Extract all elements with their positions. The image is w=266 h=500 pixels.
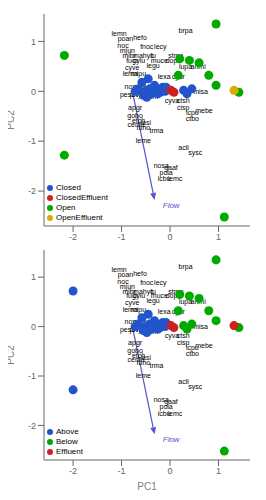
svg-text:cisp: cisp (176, 103, 190, 111)
svg-text:hefo: hefo (133, 270, 147, 277)
svg-text:misa: misa (193, 87, 208, 95)
svg-text:icbu: icbu (157, 409, 171, 417)
svg-text:fnoc: fnoc (140, 43, 154, 50)
svg-text:acli: acli (178, 143, 189, 151)
svg-text:lemc: lemc (167, 175, 182, 182)
svg-text:cyve: cyve (125, 299, 140, 307)
svg-text:apgr: apgr (128, 339, 143, 347)
html-text:Above: Above (56, 427, 79, 436)
svg-text:ctbo: ctbo (186, 350, 199, 357)
svg-text:anmi: anmi (190, 298, 206, 306)
svg-text:mipu: mipu (131, 70, 146, 78)
svg-text:misa: misa (193, 323, 208, 331)
svg-text:0: 0 (31, 322, 36, 332)
svg-text:1: 1 (31, 37, 36, 47)
svg-text:Flow: Flow (163, 201, 181, 210)
svg-text:cyar: cyar (171, 308, 185, 316)
svg-text:hefo: hefo (133, 34, 147, 41)
svg-text:noc: noc (117, 277, 129, 285)
svg-text:PC2: PC2 (8, 110, 16, 130)
svg-text:pesc: pesc (120, 326, 135, 334)
svg-text:lexa: lexa (158, 308, 171, 315)
svg-text:gaaf: gaaf (164, 163, 178, 171)
svg-text:0: 0 (168, 232, 173, 242)
html-text:Open: Open (56, 203, 76, 212)
svg-text:lexa: lexa (158, 73, 171, 80)
svg-text:nosa: nosa (153, 161, 169, 169)
svg-text:cyve: cyve (125, 63, 140, 71)
svg-text:funo: funo (137, 124, 151, 131)
svg-text:brpa: brpa (179, 27, 193, 35)
svg-text:sysc: sysc (188, 149, 203, 157)
svg-text:ctsh: ctsh (176, 96, 190, 104)
svg-text:lemc: lemc (167, 410, 182, 417)
svg-text:cisp: cisp (176, 338, 190, 346)
svg-text:pesc: pesc (120, 90, 135, 98)
svg-text:fu: fu (150, 287, 156, 295)
svg-text:pola: pola (159, 168, 173, 176)
svg-text:lemn: lemn (111, 30, 127, 38)
svg-text:brpa: brpa (179, 263, 193, 271)
svg-text:pola: pola (159, 403, 173, 411)
svg-text:poan: poan (117, 271, 134, 279)
svg-text:acli: acli (178, 378, 189, 386)
svg-text:lemn: lemn (111, 266, 127, 274)
svg-text:dope: dope (165, 56, 182, 64)
svg-text:cylu: cylu (132, 292, 146, 300)
svg-text:leme: leme (136, 372, 151, 379)
html-text:Below: Below (56, 437, 78, 446)
svg-text:funo: funo (137, 359, 151, 366)
svg-text:PC2: PC2 (8, 345, 16, 365)
svg-text:lupa: lupa (178, 298, 193, 306)
svg-text:cyar: cyar (171, 72, 185, 80)
svg-text:0: 0 (31, 87, 36, 97)
html-text:Closed: Closed (56, 183, 81, 192)
svg-text:1: 1 (216, 232, 221, 242)
svg-text:apgr: apgr (128, 104, 143, 112)
svg-text:PC1: PC1 (137, 481, 157, 490)
svg-text:trma: trma (149, 362, 163, 369)
svg-text:mebe: mebe (195, 107, 213, 114)
svg-text:-2: -2 (28, 186, 36, 196)
svg-text:lecy: lecy (154, 279, 167, 287)
svg-text:icbu: icbu (157, 175, 171, 183)
svg-text:-1: -1 (118, 466, 126, 476)
svg-text:1: 1 (216, 466, 221, 476)
svg-text:noc: noc (117, 41, 129, 49)
html-text:ClosedEffluent: ClosedEffluent (56, 193, 108, 202)
html-text:Effluent: Effluent (56, 447, 83, 456)
svg-text:-2: -2 (69, 232, 77, 242)
svg-text:poan: poan (117, 35, 134, 43)
svg-text:cyva: cyva (164, 96, 180, 104)
svg-text:-1: -1 (118, 232, 126, 242)
svg-text:anmi: anmi (190, 62, 206, 70)
svg-text:ctbo: ctbo (186, 115, 199, 122)
svg-text:0: 0 (168, 466, 173, 476)
svg-text:fu: fu (150, 51, 156, 59)
svg-text:1: 1 (31, 272, 36, 282)
svg-text:lecy: lecy (154, 43, 167, 51)
svg-text:cyva: cyva (164, 332, 180, 339)
svg-text:-2: -2 (28, 421, 36, 431)
svg-text:Flow: Flow (163, 435, 181, 444)
svg-text:sysc: sysc (188, 383, 203, 391)
svg-text:fnoc: fnoc (140, 279, 154, 286)
svg-text:cylu: cylu (132, 56, 146, 64)
svg-text:legu: legu (146, 62, 159, 70)
svg-text:dope: dope (165, 292, 182, 300)
svg-text:leme: leme (136, 137, 151, 144)
svg-text:-1: -1 (28, 371, 36, 381)
svg-text:lupa: lupa (178, 62, 193, 70)
svg-text:legu: legu (146, 297, 159, 305)
svg-text:mebe: mebe (195, 342, 213, 349)
svg-text:-2: -2 (69, 466, 77, 476)
svg-text:-1: -1 (28, 136, 36, 146)
svg-text:mipu: mipu (131, 306, 146, 314)
svg-text:trma: trma (149, 127, 163, 134)
html-text:OpenEffluent: OpenEffluent (56, 213, 103, 222)
